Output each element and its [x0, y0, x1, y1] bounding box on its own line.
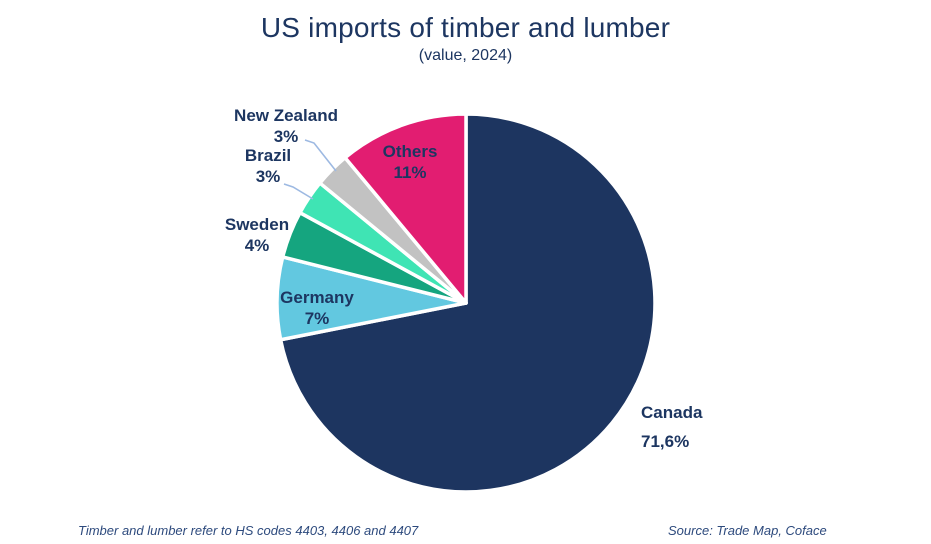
chart-subtitle: (value, 2024)	[418, 47, 513, 64]
label-brazil-pct: 3%	[255, 167, 281, 186]
source-note: Source: Trade Map, Coface	[668, 523, 827, 538]
label-canada-pct: 71,6%	[641, 432, 690, 451]
chart-title: US imports of timber and lumber	[260, 12, 671, 43]
label-new-zealand-name: New Zealand	[234, 106, 338, 125]
label-others-name: Others	[382, 142, 438, 161]
label-sweden: Sweden 4%	[225, 214, 289, 256]
pie-slice-canada	[278, 112, 657, 494]
label-germany-pct: 7%	[304, 309, 330, 328]
leader-line-new-zealand	[304, 139, 337, 172]
label-brazil-name: Brazil	[244, 146, 292, 165]
label-new-zealand-pct: 3%	[273, 127, 299, 146]
label-others-pct: 11%	[393, 163, 427, 182]
leader-line-brazil	[283, 183, 314, 200]
label-others: Others 11%	[383, 141, 438, 183]
pie-slice-others	[343, 112, 468, 305]
label-new-zealand: New Zealand 3%	[234, 105, 338, 147]
label-germany: Germany 7%	[280, 287, 354, 329]
label-brazil: Brazil 3%	[245, 145, 291, 187]
label-germany-name: Germany	[280, 288, 354, 307]
label-sweden-name: Sweden	[224, 215, 290, 234]
footnote: Timber and lumber refer to HS codes 4403…	[78, 523, 419, 538]
label-canada: Canada 71,6%	[641, 398, 702, 456]
label-canada-name: Canada	[641, 403, 703, 422]
label-sweden-pct: 4%	[244, 236, 270, 255]
